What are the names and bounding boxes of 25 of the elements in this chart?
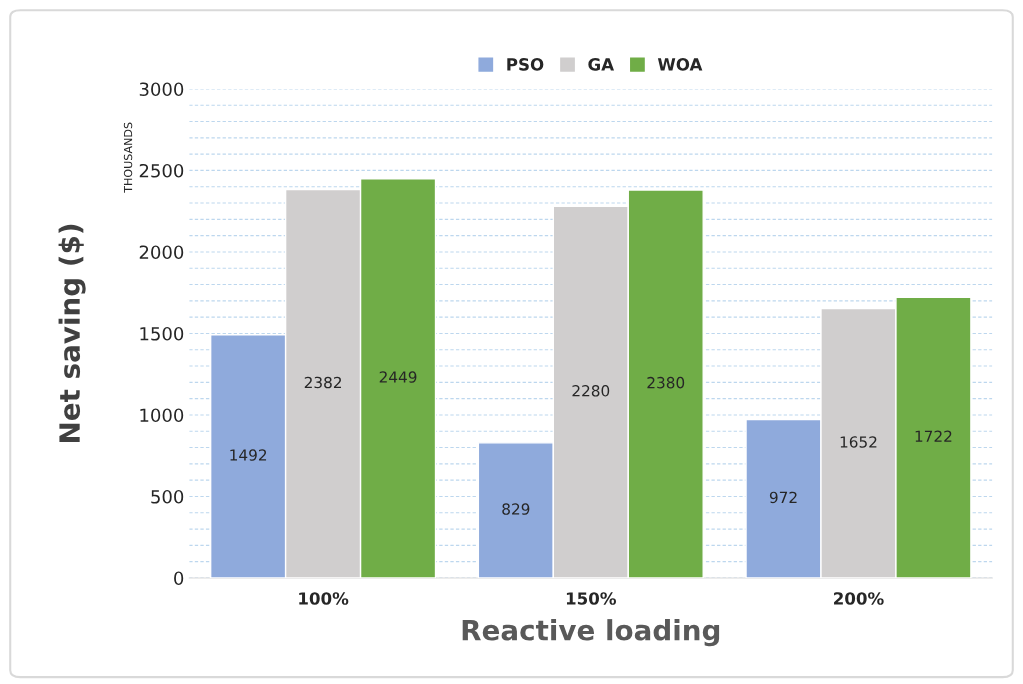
y-tick-label: 1500 xyxy=(140,326,184,341)
y-tick-label: 500 xyxy=(151,489,184,504)
legend-label: GA xyxy=(588,58,615,71)
y-tick-label: 2000 xyxy=(139,245,184,260)
legend-label: WOA xyxy=(657,58,703,71)
legend-label: PSO xyxy=(507,58,544,71)
x-tick-label: 150% xyxy=(566,592,616,605)
x-tick-label: 100% xyxy=(299,592,349,605)
data-label: 1492 xyxy=(230,449,267,461)
y-tick-label: 2500 xyxy=(139,163,184,178)
data-label: 2449 xyxy=(379,371,417,383)
text: THOUSANDS xyxy=(123,122,133,193)
data-label: 1652 xyxy=(840,436,877,448)
y-tick-label: 0 xyxy=(174,571,184,586)
data-label: 1722 xyxy=(915,430,952,442)
data-label: 972 xyxy=(769,491,797,504)
data-label: 2380 xyxy=(647,376,685,389)
data-label: 2382 xyxy=(304,376,342,389)
x-tick-label: 200% xyxy=(834,592,884,605)
y-tick-label: 1000 xyxy=(140,408,184,423)
x-axis-title: Reactive loading xyxy=(462,619,720,647)
data-label: 2280 xyxy=(572,385,610,397)
y-tick-label: 3000 xyxy=(139,82,184,97)
data-label: 829 xyxy=(502,503,530,515)
y-axis-title: Net saving ($) xyxy=(58,224,86,442)
